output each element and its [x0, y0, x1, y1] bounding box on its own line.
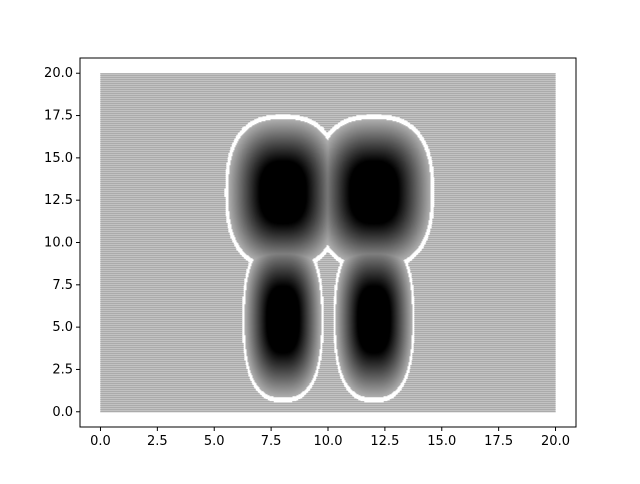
x-tick-label: 0.0: [90, 434, 111, 449]
y-tick-label: 0.0: [52, 405, 73, 420]
x-tick-label: 20.0: [541, 434, 570, 449]
y-tick-label: 5.0: [52, 320, 73, 335]
y-tick-label: 10.0: [44, 236, 73, 251]
y-tick-label: 12.5: [44, 193, 73, 208]
x-tick-label: 17.5: [484, 434, 513, 449]
x-tick-label: 2.5: [147, 434, 168, 449]
x-tick-label: 7.5: [261, 434, 282, 449]
y-tick-label: 7.5: [52, 278, 73, 293]
y-tick-label: 20.0: [44, 66, 73, 81]
heatmap-image: [100, 73, 556, 413]
y-tick-label: 15.0: [44, 151, 73, 166]
x-tick-label: 5.0: [204, 434, 225, 449]
x-tick-label: 12.5: [370, 434, 399, 449]
y-tick-label: 17.5: [44, 109, 73, 124]
y-tick-label: 2.5: [52, 362, 73, 377]
x-tick-label: 15.0: [427, 434, 456, 449]
axes-layer: 0.0 2.5 5.0 7.5 10.0 12.5 15.0 17.5 20.0 0.0 2.5 5.…: [44, 57, 577, 449]
x-tick-label: 10.0: [314, 434, 343, 449]
plot-content: [100, 73, 556, 413]
